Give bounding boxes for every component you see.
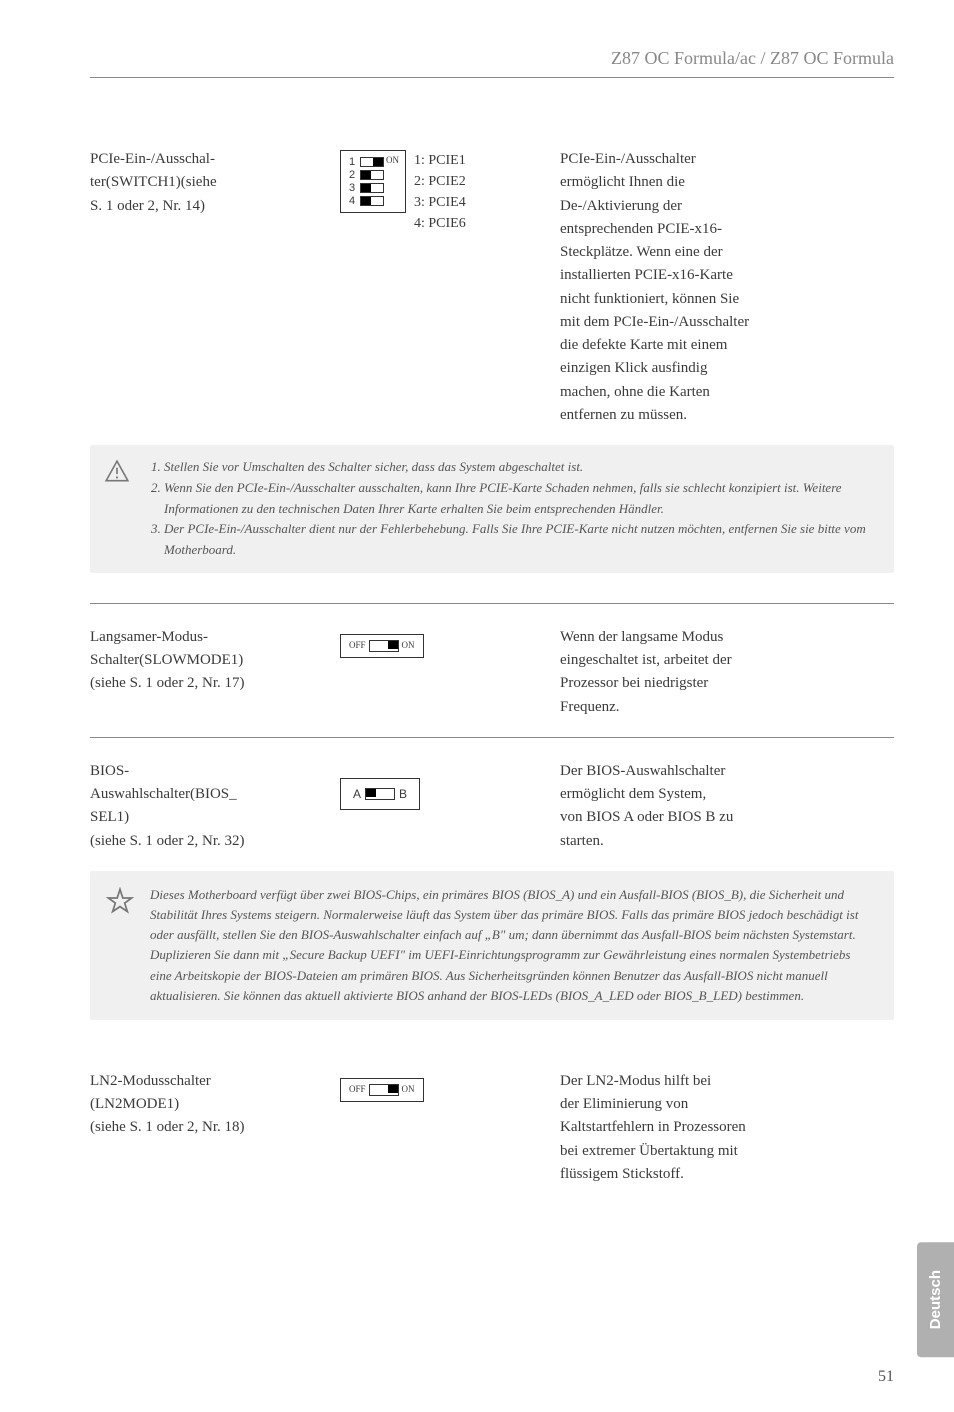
pcie-r-l12: entfernen zu müssen. [560, 404, 894, 427]
note1-item1: Stellen Sie vor Umschalten des Schalter … [164, 457, 874, 478]
slow-r-l3: Prozessor bei niedrigster [560, 672, 894, 695]
slow-sw [369, 640, 399, 652]
dip-sw-3 [360, 183, 384, 193]
ln2-switch-diagram: OFF ON [340, 1078, 424, 1102]
bios-right-col: Der BIOS-Auswahlschalter ermöglicht dem … [560, 760, 894, 853]
pcie-r-l8: mit dem PCIe-Ein-/Ausschalter [560, 311, 894, 334]
dip-num-4: 4 [347, 195, 357, 207]
header-rule [90, 77, 894, 78]
pcie-r-l5: Steckplätze. Wenn eine der [560, 241, 894, 264]
dip-sw-1 [360, 157, 384, 167]
slow-on-label: ON [402, 641, 415, 650]
dip-sw-2 [360, 170, 384, 180]
pcie-r-l7: nicht funktioniert, können Sie [560, 288, 894, 311]
ln2-l2: (LN2MODE1) [90, 1093, 320, 1116]
pcie-list-2: 2: PCIE2 [414, 171, 466, 192]
ln2-l1: LN2-Modusschalter [90, 1070, 320, 1093]
star-note: Dieses Motherboard verfügt über zwei BIO… [90, 871, 894, 1020]
pcie-r-l3: De-/Aktivierung der [560, 195, 894, 218]
ln2-r-l3: Kaltstartfehlern in Prozessoren [560, 1116, 894, 1139]
divider-1 [90, 603, 894, 604]
pcie-list-1: 1: PCIE1 [414, 150, 466, 171]
bios-sw [365, 788, 395, 800]
ln2-r-l5: flüssigem Stickstoff. [560, 1163, 894, 1186]
pcie-left-l1: PCIe-Ein-/Ausschal- [90, 148, 320, 171]
section-bios-sel: BIOS- Auswahlschalter(BIOS_ SEL1) (siehe… [90, 760, 894, 853]
ln2-r-l4: bei extremer Übertaktung mit [560, 1140, 894, 1163]
slow-l1: Langsamer-Modus- [90, 626, 320, 649]
pcie-r-l2: ermöglicht Ihnen die [560, 171, 894, 194]
pcie-list: 1: PCIE1 2: PCIE2 3: PCIE4 4: PCIE6 [414, 150, 466, 234]
pcie-r-l4: entsprechenden PCIE-x16- [560, 218, 894, 241]
ln2-off-label: OFF [349, 1085, 366, 1094]
slow-l2: Schalter(SLOWMODE1) [90, 649, 320, 672]
dip-num-1: 1 [347, 156, 357, 168]
slowmode-switch-diagram: OFF ON [340, 634, 424, 658]
ln2-r-l1: Der LN2-Modus hilft bei [560, 1070, 894, 1093]
dip-switch-diagram: 1 2 3 4 ON [340, 150, 406, 213]
warning-note-1: Stellen Sie vor Umschalten des Schalter … [90, 445, 894, 573]
pcie-r-l11: machen, ohne die Karten [560, 381, 894, 404]
bios-left-col: BIOS- Auswahlschalter(BIOS_ SEL1) (siehe… [90, 760, 320, 853]
dip-on-label: ON [386, 156, 399, 165]
slow-r-l4: Frequenz. [560, 696, 894, 719]
pcie-r-l1: PCIe-Ein-/Ausschalter [560, 148, 894, 171]
dip-num-3: 3 [347, 182, 357, 194]
pcie-left-l3: S. 1 oder 2, Nr. 14) [90, 195, 320, 218]
bios-l2: Auswahlschalter(BIOS_ [90, 783, 320, 806]
bios-r-l4: starten. [560, 830, 894, 853]
slow-mid-col: OFF ON [340, 626, 540, 658]
dip-sw-4 [360, 196, 384, 206]
bios-l3: SEL1) [90, 806, 320, 829]
ln2-sw [369, 1084, 399, 1096]
bios-a-label: A [353, 787, 361, 801]
section-pcie-switch: PCIe-Ein-/Ausschal- ter(SWITCH1)(siehe S… [90, 148, 894, 427]
ln2-mid-col: OFF ON [340, 1070, 540, 1102]
ln2-on-label: ON [402, 1085, 415, 1094]
pcie-r-l9: die defekte Karte mit einem [560, 334, 894, 357]
star-note-text: Dieses Motherboard verfügt über zwei BIO… [150, 887, 858, 1003]
slow-off-label: OFF [349, 641, 366, 650]
star-icon [106, 887, 134, 921]
slow-r-l1: Wenn der langsame Modus [560, 626, 894, 649]
warning-icon [104, 459, 130, 492]
bios-mid-col: A B [340, 760, 540, 810]
pcie-right-col: PCIe-Ein-/Ausschalter ermöglicht Ihnen d… [560, 148, 894, 427]
bios-r-l3: von BIOS A oder BIOS B zu [560, 806, 894, 829]
pcie-left-col: PCIe-Ein-/Ausschal- ter(SWITCH1)(siehe S… [90, 148, 320, 218]
pcie-r-l6: installierten PCIE-x16-Karte [560, 264, 894, 287]
note1-item2: Wenn Sie den PCIe-Ein-/Ausschalter aussc… [164, 478, 874, 520]
pcie-mid-col: 1 2 3 4 ON 1: PCIE1 2: PCIE2 3: PCIE4 4:… [340, 148, 540, 234]
ln2-left-col: LN2-Modusschalter (LN2MODE1) (siehe S. 1… [90, 1070, 320, 1140]
bios-l1: BIOS- [90, 760, 320, 783]
section-ln2: LN2-Modusschalter (LN2MODE1) (siehe S. 1… [90, 1070, 894, 1186]
divider-2 [90, 737, 894, 738]
bios-l4: (siehe S. 1 oder 2, Nr. 32) [90, 830, 320, 853]
bios-r-l2: ermöglicht dem System, [560, 783, 894, 806]
bios-r-l1: Der BIOS-Auswahlschalter [560, 760, 894, 783]
bios-b-label: B [399, 787, 407, 801]
page-number: 51 [878, 1368, 894, 1386]
slow-l3: (siehe S. 1 oder 2, Nr. 17) [90, 672, 320, 695]
language-tab: Deutsch [917, 1242, 954, 1357]
pcie-left-l2: ter(SWITCH1)(siehe [90, 171, 320, 194]
ln2-l3: (siehe S. 1 oder 2, Nr. 18) [90, 1116, 320, 1139]
pcie-list-4: 4: PCIE6 [414, 213, 466, 234]
note1-item3: Der PCIe-Ein-/Ausschalter dient nur der … [164, 519, 874, 561]
page-header-title: Z87 OC Formula/ac / Z87 OC Formula [90, 48, 894, 69]
ln2-r-l2: der Eliminierung von [560, 1093, 894, 1116]
section-slowmode: Langsamer-Modus- Schalter(SLOWMODE1) (si… [90, 626, 894, 719]
slow-right-col: Wenn der langsame Modus eingeschaltet is… [560, 626, 894, 719]
slow-r-l2: eingeschaltet ist, arbeitet der [560, 649, 894, 672]
slow-left-col: Langsamer-Modus- Schalter(SLOWMODE1) (si… [90, 626, 320, 696]
pcie-r-l10: einzigen Klick ausfindig [560, 357, 894, 380]
ln2-right-col: Der LN2-Modus hilft bei der Eliminierung… [560, 1070, 894, 1186]
pcie-list-3: 3: PCIE4 [414, 192, 466, 213]
bios-switch-diagram: A B [340, 778, 420, 810]
dip-num-2: 2 [347, 169, 357, 181]
